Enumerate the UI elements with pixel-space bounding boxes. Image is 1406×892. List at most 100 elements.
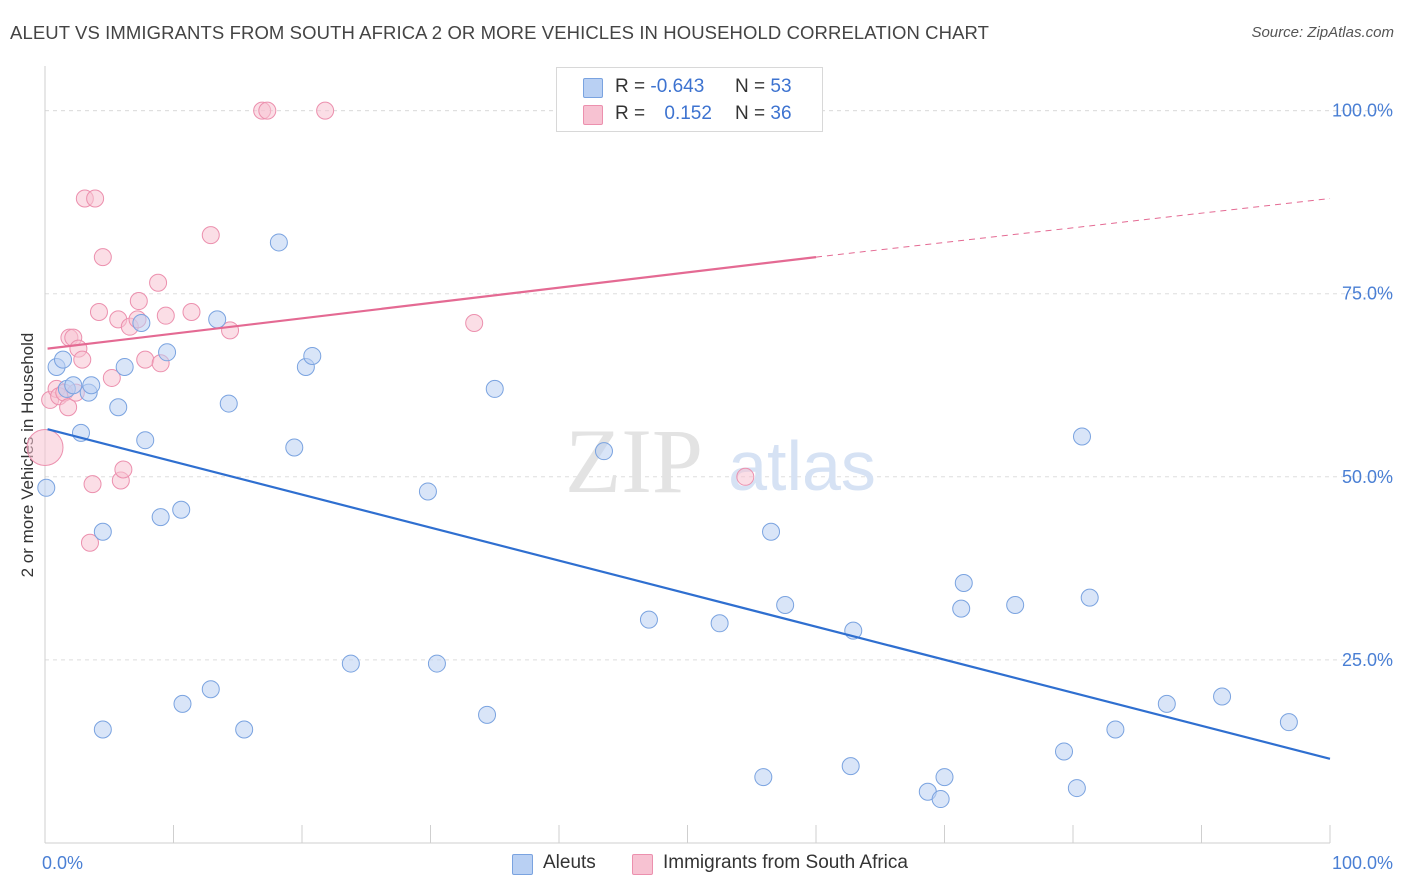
- data-point-aleuts: [762, 522, 781, 541]
- data-point-south-africa: [80, 533, 99, 552]
- chart-source: Source: ZipAtlas.com: [1251, 24, 1394, 41]
- tick-labels: 25.0% 50.0% 75.0% 100.0% 0.0% 100.0%: [42, 101, 1393, 873]
- y-tick-label: 75.0%: [1342, 284, 1393, 304]
- data-point-aleuts: [151, 508, 170, 527]
- data-point-aleuts: [201, 680, 220, 699]
- y-tick-label: 100.0%: [1332, 101, 1393, 121]
- data-point-aleuts: [208, 310, 227, 329]
- watermark-atlas: atlas: [728, 427, 876, 505]
- data-point-aleuts: [219, 394, 238, 413]
- data-point-aleuts: [93, 522, 112, 541]
- y-tick-label: 50.0%: [1342, 467, 1393, 487]
- data-point-south-africa: [149, 273, 168, 292]
- data-point-aleuts: [1157, 694, 1176, 713]
- data-point-south-africa: [73, 350, 92, 369]
- data-point-south-africa: [114, 460, 133, 479]
- data-point-aleuts: [285, 438, 304, 457]
- data-point-aleuts: [952, 599, 971, 618]
- correlation-legend: R = -0.643 N = 53 R = 0.152 N = 36: [556, 67, 823, 132]
- data-point-aleuts: [136, 431, 155, 450]
- data-point-aleuts: [478, 705, 497, 724]
- data-point-aleuts: [1006, 595, 1025, 614]
- data-point-south-africa: [89, 303, 108, 322]
- legend-label: Immigrants from South Africa: [663, 852, 908, 873]
- trend-line-aleuts: [47, 428, 1331, 760]
- data-point-aleuts: [82, 376, 101, 395]
- data-point-aleuts: [158, 343, 177, 362]
- y-tick-label: 25.0%: [1342, 650, 1393, 670]
- data-point-aleuts: [1279, 713, 1298, 732]
- data-point-aleuts: [1072, 427, 1091, 446]
- x-tick-label: 100.0%: [1332, 853, 1393, 873]
- trend-lines: [47, 198, 1331, 760]
- data-point-aleuts: [954, 574, 973, 593]
- data-point-aleuts: [303, 346, 322, 365]
- legend-swatch-pink: [583, 105, 603, 125]
- data-point-aleuts: [776, 595, 795, 614]
- data-point-aleuts: [235, 720, 254, 739]
- data-point-aleuts: [427, 654, 446, 673]
- data-point-aleuts: [418, 482, 437, 501]
- gridlines: [45, 110, 1392, 661]
- data-point-south-africa: [201, 226, 220, 245]
- legend-r: R = -0.643: [615, 76, 704, 98]
- data-point-south-africa: [258, 101, 277, 120]
- data-point-south-africa: [136, 350, 155, 369]
- data-point-aleuts: [935, 768, 954, 787]
- data-point-aleuts: [93, 720, 112, 739]
- swatch-blue: [512, 854, 533, 875]
- series-blue-points: [37, 233, 1298, 809]
- data-point-aleuts: [172, 500, 191, 519]
- data-point-aleuts: [341, 654, 360, 673]
- legend-n: N = 53: [735, 76, 792, 98]
- data-point-aleuts: [639, 610, 658, 629]
- legend-r-label: R =: [615, 103, 646, 124]
- legend-label: Aleuts: [543, 852, 596, 873]
- data-point-aleuts: [1055, 742, 1074, 761]
- data-point-south-africa: [182, 303, 201, 322]
- series-pink-points: [26, 101, 755, 552]
- data-point-aleuts: [841, 757, 860, 776]
- data-point-aleuts: [485, 379, 504, 398]
- data-point-aleuts: [132, 314, 151, 333]
- legend-r-value: -0.643: [650, 76, 705, 97]
- legend-r-label: R =: [615, 76, 646, 97]
- data-point-south-africa: [465, 314, 484, 333]
- legend-n-value: 53: [770, 76, 792, 97]
- data-point-aleuts: [1080, 588, 1099, 607]
- legend-r-value: 0.152: [664, 103, 712, 124]
- data-point-south-africa: [86, 189, 105, 208]
- data-point-south-africa: [93, 248, 112, 267]
- data-point-aleuts: [931, 790, 950, 809]
- data-point-south-africa: [83, 475, 102, 494]
- data-point-aleuts: [115, 357, 134, 376]
- swatch-pink: [632, 854, 653, 875]
- data-point-aleuts: [37, 478, 56, 497]
- data-point-aleuts: [173, 694, 192, 713]
- data-point-aleuts: [269, 233, 288, 252]
- legend-n-label: N =: [735, 76, 766, 97]
- data-point-south-africa: [129, 292, 148, 311]
- data-point-aleuts: [1213, 687, 1232, 706]
- legend-swatch-blue: [583, 78, 603, 98]
- legend-n: N = 36: [735, 103, 792, 125]
- chart-title: ALEUT VS IMMIGRANTS FROM SOUTH AFRICA 2 …: [10, 22, 990, 43]
- data-point-south-africa: [736, 467, 755, 486]
- x-tick-label: 0.0%: [42, 853, 83, 873]
- data-point-aleuts: [1106, 720, 1125, 739]
- data-point-aleuts: [710, 614, 729, 633]
- trend-line-south-africa: [47, 256, 817, 350]
- data-point-aleuts: [754, 768, 773, 787]
- data-point-aleuts: [109, 398, 128, 417]
- watermark-zip: ZIP: [565, 410, 703, 512]
- data-point-aleuts: [594, 442, 613, 461]
- data-point-south-africa: [59, 398, 78, 417]
- data-point-aleuts: [53, 350, 72, 369]
- data-point-aleuts: [64, 376, 83, 395]
- trend-line-south-africa-extrapolated: [815, 198, 1331, 258]
- legend-r: R = 0.152: [615, 103, 712, 125]
- data-point-south-africa: [156, 306, 175, 325]
- data-point-south-africa: [316, 101, 335, 120]
- legend-n-value: 36: [770, 103, 792, 124]
